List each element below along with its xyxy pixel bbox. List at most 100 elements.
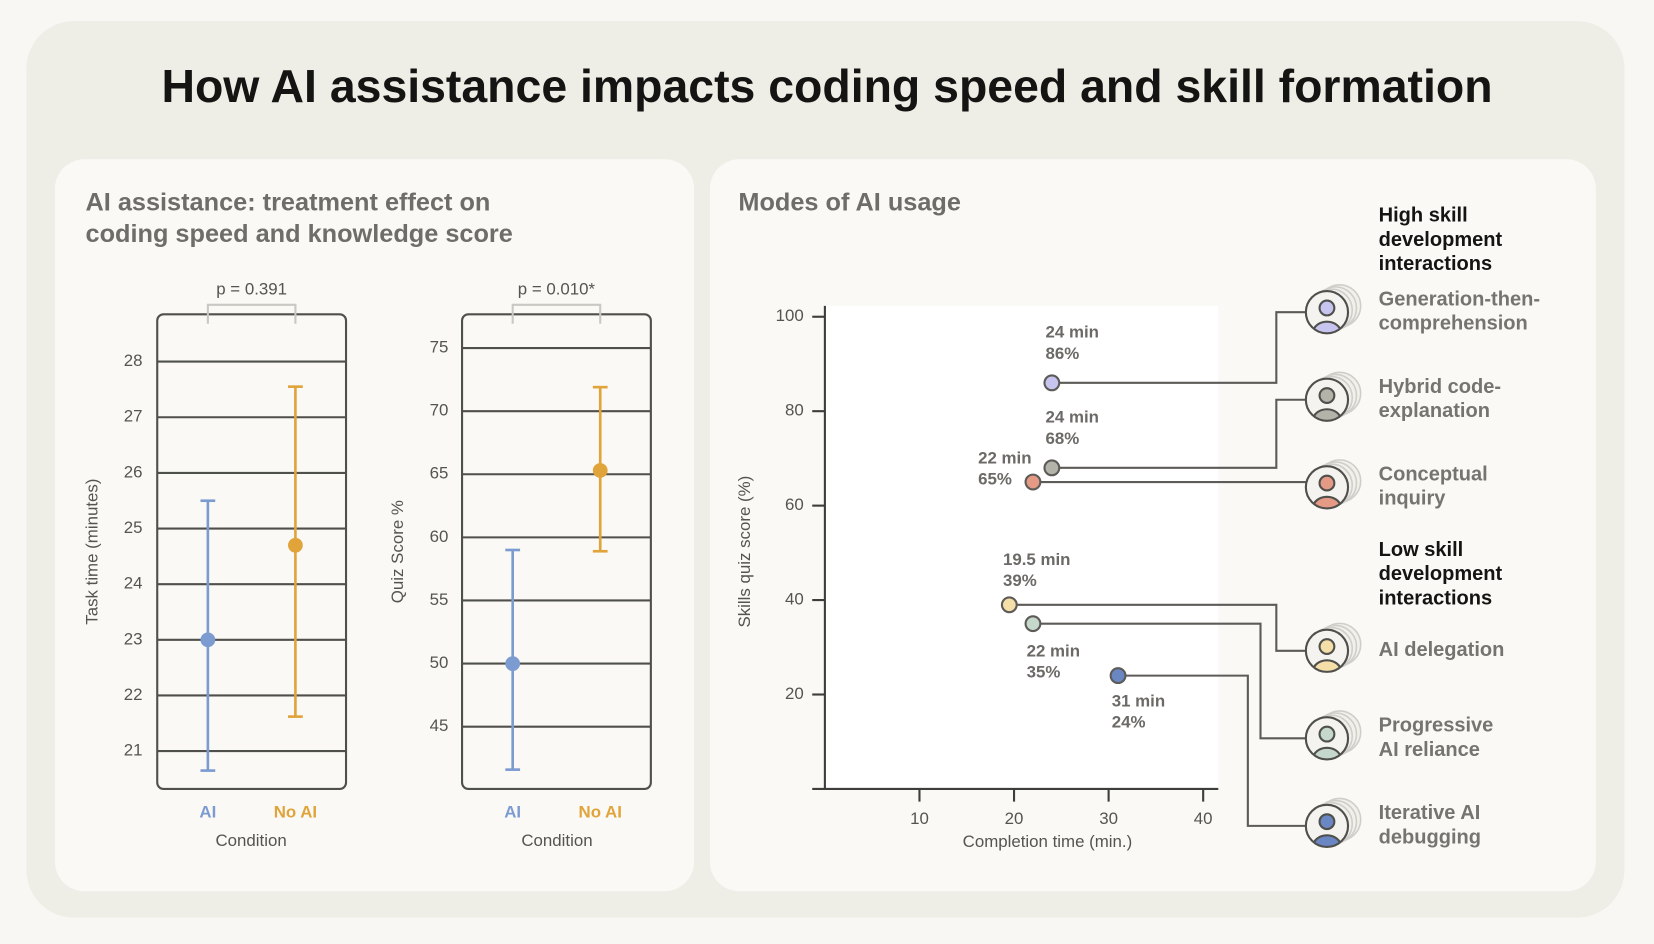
data-point: [1000, 596, 1018, 614]
plot-frame: [156, 313, 348, 791]
legend-group-title: interactions: [1379, 253, 1493, 275]
data-point: [1109, 667, 1127, 685]
icon-ring: [1304, 290, 1350, 335]
y-tick-label: 80: [785, 401, 804, 420]
point-label: 24 min: [1046, 408, 1099, 427]
mean-point: [505, 656, 521, 671]
icon-ring: [1304, 377, 1350, 422]
point-label: 35%: [1027, 663, 1061, 682]
y-tick-label: 23: [124, 629, 143, 648]
legend-group-title: interactions: [1379, 587, 1493, 609]
plot-area: [824, 305, 1219, 789]
y-axis-label: Quiz Score %: [388, 500, 407, 603]
connector: [1009, 603, 1306, 652]
legend-group-title: High skill: [1379, 205, 1468, 227]
p-value: p = 0.391: [216, 280, 287, 299]
x-tick-label: 30: [1099, 809, 1118, 828]
legend-label: Hybrid code-: [1379, 376, 1501, 398]
data-point: [1043, 374, 1061, 392]
x-tick-label: 10: [910, 809, 929, 828]
icon-head: [1318, 387, 1336, 404]
y-tick-label: 20: [785, 684, 804, 703]
connector: [1032, 622, 1306, 740]
x-tick-label: 40: [1194, 809, 1213, 828]
y-tick-label: 70: [430, 401, 449, 420]
legend-group-title: development: [1379, 563, 1503, 585]
y-tick-label: 55: [430, 590, 449, 609]
mean-point: [288, 537, 303, 553]
panel-title: AI assistance: treatment effect on: [86, 188, 491, 216]
point-label: 31 min: [1112, 691, 1165, 710]
p-value: p = 0.010*: [518, 280, 596, 299]
point-label: 22 min: [1027, 642, 1080, 661]
icon-ring: [1304, 803, 1350, 849]
x-tick-label: No AI: [274, 803, 317, 822]
y-tick-label: 75: [430, 337, 449, 356]
icon-head: [1318, 725, 1336, 743]
point-label: 24%: [1112, 713, 1146, 732]
y-tick-label: 26: [124, 462, 143, 481]
y-tick-label: 22: [124, 685, 143, 704]
legend-label: Iterative AI: [1379, 802, 1481, 824]
y-tick-label: 50: [430, 653, 449, 672]
legend-group-title: development: [1379, 229, 1503, 251]
panel: [54, 159, 695, 892]
mean-point: [200, 632, 216, 648]
connector: [1118, 674, 1306, 827]
y-tick-label: 24: [124, 574, 143, 593]
icon-head: [1318, 474, 1336, 492]
connector: [1051, 311, 1306, 384]
legend-label: inquiry: [1379, 488, 1447, 510]
data-point: [1043, 459, 1061, 477]
legend-label: comprehension: [1379, 313, 1528, 335]
legend-label: AI delegation: [1379, 639, 1505, 661]
icon-head: [1318, 299, 1336, 317]
data-point: [1024, 615, 1042, 633]
panel-title: coding speed and knowledge score: [86, 220, 513, 248]
point-label: 68%: [1046, 429, 1080, 448]
mean-point: [592, 463, 608, 478]
point-label: 24 min: [1046, 323, 1099, 342]
x-tick-label: AI: [199, 803, 216, 822]
icon-ring: [1304, 628, 1350, 673]
point-label: 65%: [978, 469, 1012, 488]
x-tick-label: 20: [1005, 809, 1024, 828]
point-label: 22 min: [978, 448, 1031, 467]
y-tick-label: 45: [430, 716, 449, 735]
point-label: 86%: [1046, 344, 1080, 363]
y-tick-label: 100: [776, 306, 804, 325]
icon-head: [1318, 813, 1336, 831]
y-tick-label: 21: [124, 741, 143, 760]
y-tick-label: 28: [124, 351, 143, 370]
significance-bracket: [511, 303, 602, 324]
icon-head: [1318, 638, 1336, 655]
connector: [1051, 398, 1306, 469]
y-tick-label: 60: [785, 495, 804, 514]
significance-bracket: [206, 303, 297, 324]
x-axis-label: Condition: [521, 831, 592, 850]
y-tick-label: 27: [124, 407, 143, 426]
legend-label: Conceptual: [1379, 463, 1488, 485]
plot-frame: [461, 313, 652, 791]
point-label: 39%: [1003, 571, 1037, 590]
x-axis-label: Condition: [215, 831, 286, 850]
legend-label: debugging: [1379, 826, 1481, 848]
icon-ring: [1304, 465, 1350, 510]
y-tick-label: 65: [430, 464, 449, 483]
y-tick-label: 25: [124, 518, 143, 537]
point-label: 19.5 min: [1003, 550, 1070, 569]
y-axis-label: Skills quiz score (%): [735, 476, 754, 628]
y-tick-label: 40: [785, 590, 804, 609]
legend-group-title: Low skill: [1379, 539, 1464, 561]
x-axis-label: Completion time (min.): [963, 832, 1133, 851]
x-tick-label: AI: [504, 803, 521, 822]
panel-title: Modes of AI usage: [738, 188, 961, 216]
legend-label: Generation-then-: [1379, 288, 1540, 310]
main-title: How AI assistance impacts coding speed a…: [161, 60, 1492, 112]
icon-ring: [1304, 716, 1350, 761]
legend-label: Progressive: [1379, 714, 1494, 736]
legend-label: explanation: [1379, 400, 1490, 422]
legend-label: AI reliance: [1379, 739, 1480, 761]
